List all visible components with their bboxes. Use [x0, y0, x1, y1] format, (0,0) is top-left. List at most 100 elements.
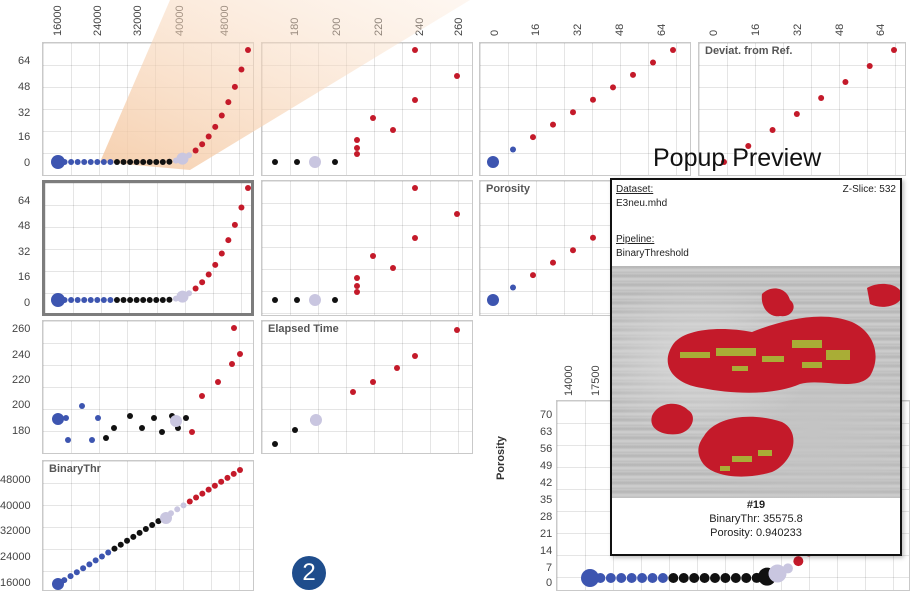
data-point[interactable]	[454, 327, 460, 333]
data-point[interactable]	[745, 143, 752, 149]
data-point[interactable]	[67, 573, 74, 580]
data-point[interactable]	[211, 482, 218, 489]
data-point[interactable]	[136, 529, 143, 536]
data-point[interactable]	[412, 47, 418, 53]
data-point[interactable]	[189, 429, 195, 435]
data-point[interactable]	[231, 83, 238, 90]
scatter-cell-r4c1[interactable]: BinaryThr	[42, 460, 254, 591]
data-point[interactable]	[107, 159, 114, 165]
data-point[interactable]	[133, 297, 140, 303]
data-point[interactable]	[127, 413, 133, 419]
data-point[interactable]	[146, 159, 153, 165]
data-point[interactable]	[133, 159, 140, 165]
data-point[interactable]	[92, 557, 99, 564]
data-point[interactable]	[87, 297, 94, 303]
data-point[interactable]	[186, 290, 193, 297]
data-point[interactable]	[231, 221, 238, 228]
data-point[interactable]	[68, 297, 75, 303]
data-point[interactable]	[111, 425, 117, 431]
data-point[interactable]	[153, 159, 160, 165]
data-point[interactable]	[79, 403, 85, 409]
data-point[interactable]	[180, 502, 187, 509]
data-point[interactable]	[63, 415, 69, 421]
data-point[interactable]	[412, 185, 418, 191]
data-point[interactable]	[199, 279, 206, 286]
data-point[interactable]	[127, 159, 134, 165]
data-point[interactable]	[570, 247, 576, 254]
data-point[interactable]	[176, 290, 189, 303]
data-point[interactable]	[272, 441, 278, 447]
data-point[interactable]	[218, 250, 225, 257]
data-point[interactable]	[670, 47, 676, 53]
data-point[interactable]	[309, 156, 321, 168]
data-point[interactable]	[205, 133, 212, 140]
data-point[interactable]	[454, 73, 460, 79]
data-point[interactable]	[139, 425, 145, 431]
data-point[interactable]	[721, 159, 727, 165]
data-point[interactable]	[530, 272, 536, 279]
data-point[interactable]	[394, 365, 400, 371]
data-point[interactable]	[68, 159, 75, 165]
data-point[interactable]	[61, 297, 68, 303]
data-point[interactable]	[199, 141, 206, 148]
data-point[interactable]	[294, 159, 300, 165]
data-point[interactable]	[130, 533, 137, 540]
data-point[interactable]	[149, 522, 156, 529]
data-point[interactable]	[238, 204, 245, 211]
data-point[interactable]	[94, 159, 101, 165]
data-point[interactable]	[51, 155, 65, 169]
data-point[interactable]	[412, 235, 418, 241]
data-point[interactable]	[120, 159, 127, 165]
data-point[interactable]	[199, 490, 206, 497]
data-point[interactable]	[107, 297, 114, 303]
data-point[interactable]	[98, 553, 105, 560]
data-point[interactable]	[73, 569, 80, 576]
data-point[interactable]	[741, 573, 752, 583]
data-point[interactable]	[205, 486, 212, 493]
data-point[interactable]	[225, 237, 232, 244]
data-point[interactable]	[212, 123, 219, 130]
data-point[interactable]	[412, 97, 418, 103]
data-point[interactable]	[176, 152, 189, 165]
data-point[interactable]	[170, 415, 182, 427]
data-point[interactable]	[626, 573, 637, 583]
data-point[interactable]	[94, 297, 101, 303]
data-point[interactable]	[630, 71, 636, 78]
data-point[interactable]	[174, 506, 181, 513]
data-point[interactable]	[186, 498, 193, 505]
data-point[interactable]	[124, 537, 131, 544]
data-point[interactable]	[224, 474, 231, 481]
data-point[interactable]	[793, 556, 804, 567]
data-point[interactable]	[140, 297, 147, 303]
scatter-cell-r2c2[interactable]	[261, 180, 473, 316]
data-point[interactable]	[212, 261, 219, 268]
data-point[interactable]	[186, 152, 193, 159]
data-point[interactable]	[710, 573, 720, 583]
data-point[interactable]	[52, 578, 64, 590]
data-point[interactable]	[80, 565, 87, 572]
data-point[interactable]	[105, 549, 112, 556]
data-point[interactable]	[866, 63, 873, 69]
data-point[interactable]	[637, 573, 648, 583]
data-point[interactable]	[74, 297, 81, 303]
scatter-cell-r1c4[interactable]: Deviat. from Ref.	[698, 42, 906, 176]
data-point[interactable]	[332, 159, 338, 165]
data-point[interactable]	[113, 159, 120, 165]
data-point[interactable]	[87, 159, 94, 165]
data-point[interactable]	[354, 275, 360, 281]
data-point[interactable]	[412, 353, 418, 359]
data-point[interactable]	[354, 151, 360, 157]
data-point[interactable]	[689, 573, 700, 583]
data-point[interactable]	[231, 325, 237, 331]
data-point[interactable]	[510, 284, 516, 291]
data-point[interactable]	[159, 296, 166, 303]
data-point[interactable]	[218, 112, 225, 119]
data-point[interactable]	[225, 99, 232, 106]
data-point[interactable]	[140, 159, 147, 165]
data-point[interactable]	[292, 427, 298, 433]
data-point[interactable]	[332, 297, 338, 303]
data-point[interactable]	[390, 127, 396, 133]
data-point[interactable]	[354, 289, 360, 295]
data-point[interactable]	[52, 413, 64, 425]
data-point[interactable]	[699, 573, 710, 583]
